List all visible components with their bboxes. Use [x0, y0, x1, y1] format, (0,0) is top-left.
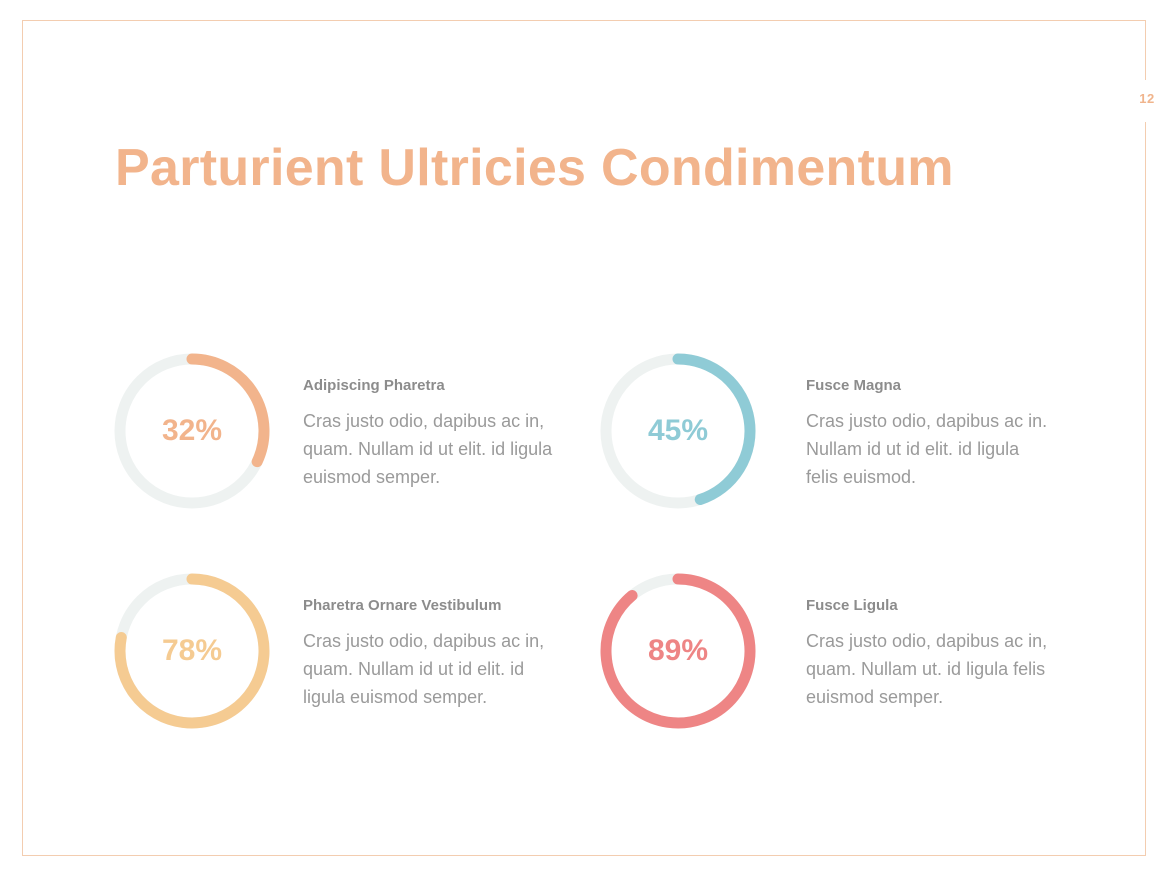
percentage-label: 45% — [647, 414, 709, 447]
ring-arc — [186, 353, 270, 468]
ring-arc — [114, 573, 270, 729]
percentage-label: 89% — [647, 634, 709, 667]
stat-block: 78% Pharetra Ornare Vestibulum Cras just… — [114, 571, 594, 731]
ring-arc — [672, 353, 756, 505]
percentage-label: 32% — [161, 414, 223, 447]
stat-heading: Adipiscing Pharetra — [303, 377, 445, 394]
ring-arc — [600, 573, 756, 729]
slide-frame — [22, 20, 1146, 856]
stat-block: 32% Adipiscing Pharetra Cras justo odio,… — [114, 351, 594, 511]
progress-ring — [114, 353, 270, 509]
stat-heading: Fusce Ligula — [806, 597, 898, 614]
stat-block: 45% Fusce Magna Cras justo odio, dapibus… — [600, 351, 1080, 511]
stat-heading: Fusce Magna — [806, 377, 902, 394]
stat-block: 89% Fusce Ligula Cras justo odio, dapibu… — [600, 571, 1080, 731]
page-number: 12 — [1139, 91, 1155, 106]
slide-title: Parturient Ultricies Condimentum — [115, 139, 954, 197]
stat-description: Cras justo odio, dapibus ac in, quam. Nu… — [806, 631, 1048, 707]
stat-description: Cras justo odio, dapibus ac in, quam. Nu… — [303, 411, 553, 487]
stat-heading: Pharetra Ornare Vestibulum — [303, 597, 502, 614]
progress-ring — [114, 573, 270, 729]
stat-description: Cras justo odio, dapibus ac in. Nullam i… — [806, 411, 1048, 487]
percentage-label: 78% — [161, 634, 223, 667]
stat-description: Cras justo odio, dapibus ac in, quam. Nu… — [303, 631, 545, 707]
progress-ring — [600, 573, 756, 729]
progress-ring — [600, 353, 756, 509]
page-number-gap — [1140, 80, 1156, 122]
